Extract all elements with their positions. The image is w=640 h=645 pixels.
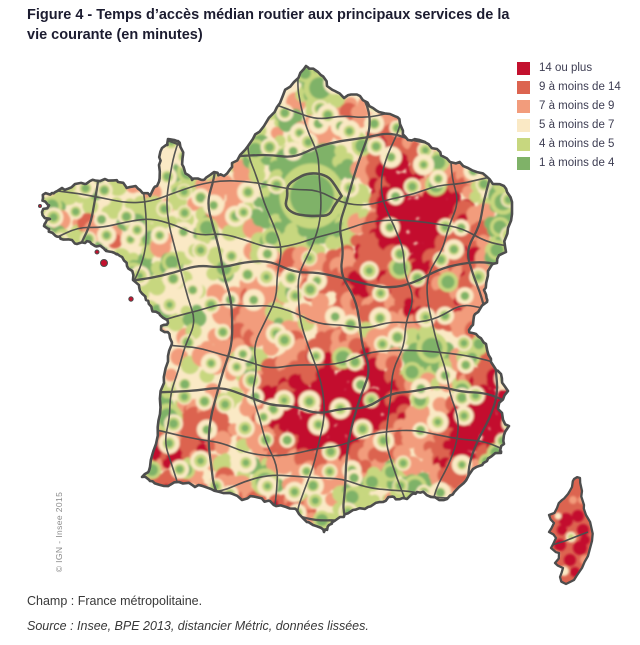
legend-swatch [517,81,530,94]
champ-note: Champ : France métropolitaine. [27,594,203,608]
legend-item: 1 à moins de 4 [517,157,621,170]
legend-swatch [517,138,530,151]
figure-title-line2: vie courante (en minutes) [27,27,203,44]
legend-item: 5 à moins de 7 [517,119,621,132]
corsica-outline [547,475,594,586]
legend-item: 4 à moins de 5 [517,138,621,151]
legend-item-label: 9 à moins de 14 [539,81,621,93]
legend-item-label: 14 ou plus [539,62,593,74]
legend-item: 9 à moins de 14 [517,81,621,94]
figure-title: Figure 4 - Temps d’accès médian routier … [27,5,627,46]
legend-item-label: 5 à moins de 7 [539,119,615,131]
figure-title-line1: Figure 4 - Temps d’accès médian routier … [27,7,510,23]
legend-item: 7 à moins de 9 [517,100,621,113]
legend-item-label: 1 à moins de 4 [539,157,615,169]
map-copyright: © IGN - Insee 2015 [54,491,64,573]
legend-swatch [517,157,530,170]
legend-swatch [517,100,530,113]
legend-item: 14 ou plus [517,62,621,75]
legend-swatch [517,62,530,75]
france-outline [40,64,514,534]
legend-item-label: 4 à moins de 5 [539,138,615,150]
corsica-boundary [551,531,589,546]
coastal-islands [38,204,134,302]
map-legend: 14 ou plus 9 à moins de 14 7 à moins de 9 5… [517,62,621,176]
legend-swatch [517,119,530,132]
legend-item-label: 7 à moins de 9 [539,100,615,112]
source-note: Source : Insee, BPE 2013, distancier Mét… [27,619,369,633]
